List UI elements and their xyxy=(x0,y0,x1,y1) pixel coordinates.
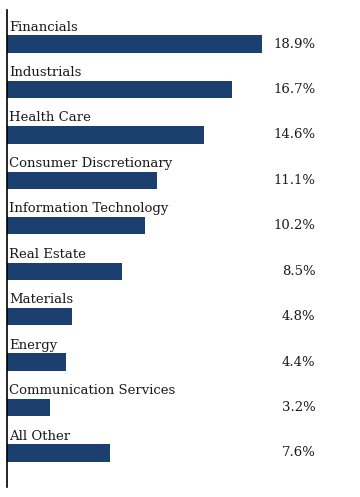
Bar xyxy=(7,399,50,416)
Text: Industrials: Industrials xyxy=(9,66,82,79)
Bar xyxy=(7,35,262,53)
Text: Real Estate: Real Estate xyxy=(9,248,86,261)
Text: Health Care: Health Care xyxy=(9,111,91,124)
Bar xyxy=(7,353,67,371)
Text: Financials: Financials xyxy=(9,20,78,34)
Text: 7.6%: 7.6% xyxy=(282,446,315,460)
Bar xyxy=(7,171,157,189)
Text: 18.9%: 18.9% xyxy=(273,37,315,51)
Text: 4.4%: 4.4% xyxy=(282,355,315,369)
Text: 14.6%: 14.6% xyxy=(273,128,315,142)
Text: Energy: Energy xyxy=(9,338,58,352)
Text: 11.1%: 11.1% xyxy=(273,174,315,187)
Text: 8.5%: 8.5% xyxy=(282,265,315,278)
Text: Communication Services: Communication Services xyxy=(9,384,175,397)
Bar xyxy=(7,126,204,144)
Text: 16.7%: 16.7% xyxy=(273,83,315,96)
Bar xyxy=(7,217,144,235)
Text: Materials: Materials xyxy=(9,293,73,306)
Text: All Other: All Other xyxy=(9,429,70,442)
Bar xyxy=(7,444,109,462)
Text: 4.8%: 4.8% xyxy=(282,310,315,323)
Bar xyxy=(7,262,122,280)
Bar xyxy=(7,308,72,326)
Text: 10.2%: 10.2% xyxy=(273,219,315,232)
Text: 3.2%: 3.2% xyxy=(282,401,315,414)
Bar xyxy=(7,81,232,98)
Text: Information Technology: Information Technology xyxy=(9,202,168,215)
Text: Consumer Discretionary: Consumer Discretionary xyxy=(9,157,172,170)
